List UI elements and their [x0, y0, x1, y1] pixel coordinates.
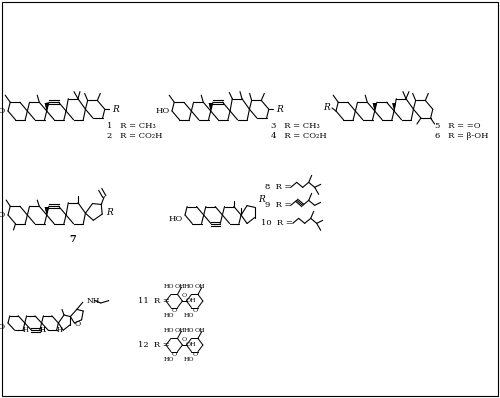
Text: R: R: [112, 105, 118, 114]
Text: 4   R = CO₂H: 4 R = CO₂H: [271, 132, 326, 140]
Text: OH: OH: [186, 298, 196, 304]
Text: H: H: [40, 326, 46, 334]
Text: 9  R =: 9 R =: [264, 201, 291, 209]
Text: OH: OH: [174, 285, 184, 289]
Text: HO: HO: [184, 357, 194, 361]
Text: H: H: [56, 326, 62, 334]
Polygon shape: [372, 103, 376, 111]
Text: HO: HO: [0, 211, 6, 219]
Polygon shape: [44, 103, 48, 111]
Text: 2   R = CO₂H: 2 R = CO₂H: [107, 132, 162, 140]
Text: OH: OH: [186, 343, 196, 347]
Text: O: O: [172, 308, 177, 313]
Text: HO: HO: [164, 357, 174, 361]
Text: HO: HO: [184, 312, 194, 318]
Text: 12  R =: 12 R =: [138, 341, 170, 349]
Text: 5   R = =O: 5 R = =O: [435, 122, 480, 130]
Text: R: R: [106, 208, 113, 217]
Text: ...: ...: [45, 99, 51, 104]
Polygon shape: [44, 207, 48, 215]
Polygon shape: [44, 207, 48, 215]
Text: OH: OH: [174, 328, 184, 334]
Text: HO: HO: [184, 328, 194, 334]
Text: HO: HO: [156, 107, 170, 115]
Polygon shape: [392, 103, 396, 111]
Text: 6   R = β-OH: 6 R = β-OH: [435, 132, 488, 140]
Polygon shape: [372, 103, 376, 111]
Text: 11  R =: 11 R =: [138, 297, 170, 305]
Text: H: H: [23, 326, 29, 334]
Text: HO: HO: [184, 285, 194, 289]
Text: OH: OH: [194, 285, 205, 289]
Text: 1   R = CH₃: 1 R = CH₃: [107, 122, 156, 130]
Text: O: O: [182, 293, 187, 298]
Text: NH: NH: [87, 297, 100, 304]
Polygon shape: [44, 103, 48, 111]
Text: O: O: [172, 352, 177, 357]
Text: H: H: [40, 326, 46, 334]
Text: HO: HO: [169, 215, 183, 223]
Text: 10  R =: 10 R =: [260, 219, 292, 227]
Text: O: O: [75, 320, 81, 328]
Text: O: O: [182, 337, 187, 342]
Text: HO: HO: [0, 107, 6, 115]
Text: 7: 7: [70, 236, 76, 244]
Text: HO: HO: [164, 285, 174, 289]
Polygon shape: [208, 103, 212, 111]
Text: HO: HO: [164, 328, 174, 334]
Text: RO: RO: [0, 323, 6, 331]
Text: R: R: [276, 105, 282, 114]
Text: R: R: [323, 103, 330, 111]
Text: 3   R = CH₃: 3 R = CH₃: [271, 122, 320, 130]
Text: O: O: [192, 352, 198, 357]
Text: 8  R =: 8 R =: [264, 183, 291, 191]
Text: OH: OH: [194, 328, 205, 334]
Text: O: O: [192, 308, 198, 313]
Polygon shape: [208, 103, 212, 111]
Text: HO: HO: [164, 312, 174, 318]
Text: R: R: [258, 195, 264, 204]
